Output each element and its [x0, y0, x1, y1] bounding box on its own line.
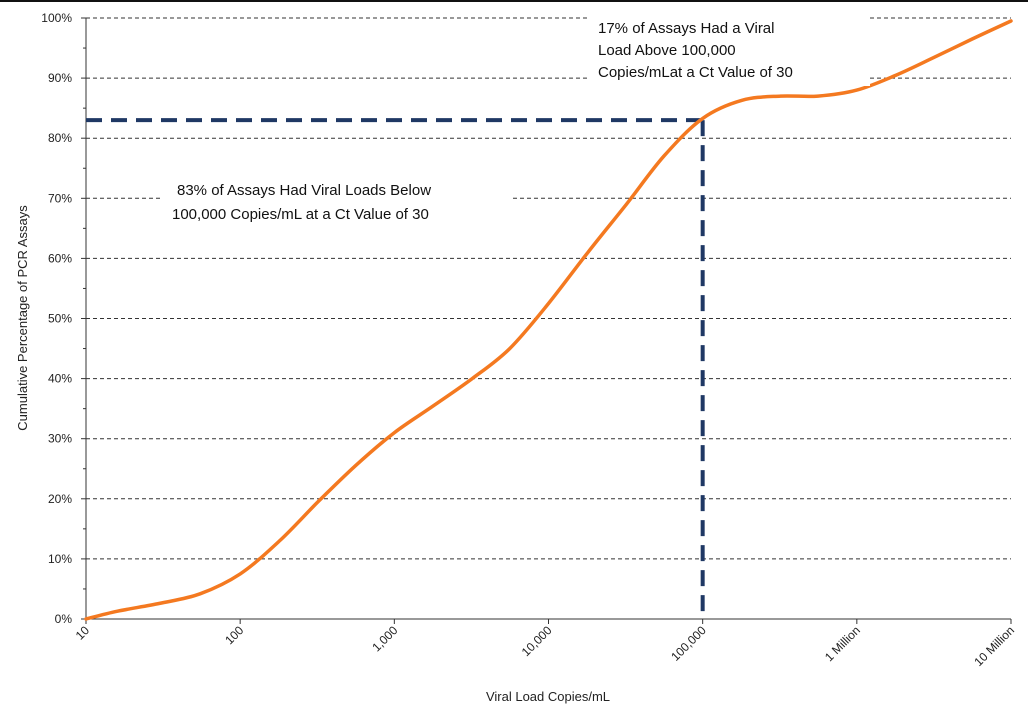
y-tick-label: 100%	[41, 11, 72, 25]
y-tick-label: 40%	[48, 372, 72, 386]
y-tick-label: 50%	[48, 312, 72, 326]
y-tick-label: 70%	[48, 191, 72, 205]
annotation-upper-line-1: 17% of Assays Had a Viral	[598, 20, 774, 37]
annotation-lower-line-2: 100,000 Copies/mL at a Ct Value of 30	[172, 206, 429, 223]
x-tick-label: 10	[73, 623, 93, 643]
x-tick-label: 1 Million	[822, 623, 863, 664]
gridlines	[81, 17, 1012, 624]
annotation-lower-line-1: 83% of Assays Had Viral Loads Below	[177, 182, 431, 199]
x-tick-label: 100	[222, 623, 246, 647]
x-tick-labels: 10 100 1,000 10,000 100,000 1 Million 10 Milli…	[73, 623, 1017, 669]
top-border-rule	[0, 0, 1028, 2]
y-axis-label: Cumulative Percentage of PCR Assays	[15, 205, 30, 431]
annotation-box-upper	[588, 12, 870, 86]
x-tick-label: 100,000	[668, 623, 709, 664]
annotation-box-lower	[163, 175, 511, 229]
reference-lines	[86, 118, 705, 619]
annotations: 17% of Assays Had a Viral Load Above 100…	[163, 12, 870, 229]
annotation-upper-line-2: Load Above 100,000	[598, 42, 736, 59]
y-tick-label: 80%	[48, 131, 72, 145]
x-tick-label: 10,000	[519, 623, 555, 659]
series-line	[84, 19, 1013, 621]
x-tick-label: 1,000	[369, 623, 400, 654]
x-axis-label: Viral Load Copies/mL	[486, 689, 610, 704]
x-tick-label: 10 Million	[971, 623, 1017, 669]
y-tick-label: 30%	[48, 432, 72, 446]
y-tick-label: 60%	[48, 251, 72, 265]
y-tick-label: 0%	[55, 612, 73, 626]
series	[84, 19, 1013, 621]
y-tick-labels: 0% 10% 20% 30% 40% 50% 60% 70% 80% 90% 100%	[41, 11, 72, 626]
y-tick-label: 20%	[48, 492, 72, 506]
y-tick-label: 90%	[48, 71, 72, 85]
axes	[85, 18, 1011, 620]
y-tick-label: 10%	[48, 552, 72, 566]
annotation-upper-line-3: Copies/mLat a Ct Value of 30	[598, 64, 793, 81]
